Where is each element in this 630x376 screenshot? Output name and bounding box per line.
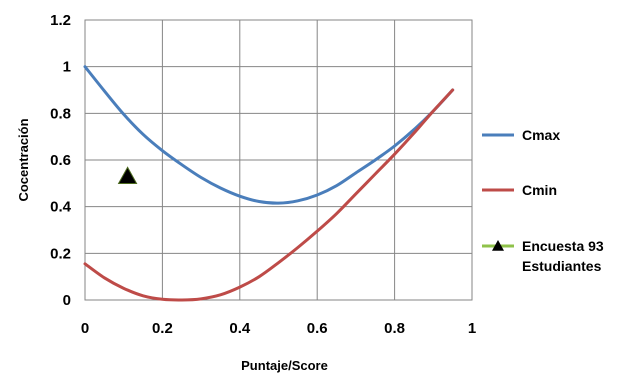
legend-marker xyxy=(492,240,504,251)
legend-label: Estudiantes xyxy=(522,258,602,274)
y-tick-label: 0 xyxy=(63,292,71,309)
legend-item-cmax: Cmax xyxy=(482,127,560,143)
x-tick-label: 1 xyxy=(468,320,476,337)
legend-label: Cmin xyxy=(522,182,557,198)
y-axis-label: Cocentración xyxy=(16,118,31,201)
y-tick-label: 1 xyxy=(63,59,71,76)
y-tick-label: 1.2 xyxy=(50,12,71,29)
x-tick-label: 0.8 xyxy=(384,320,405,337)
legend: Cmax Cmin Encuesta 93 Estudiantes xyxy=(482,127,604,274)
plot-area-border xyxy=(84,19,473,301)
legend-item-cmin: Cmin xyxy=(482,182,557,198)
legend-label: Cmax xyxy=(522,127,560,143)
data-point-encuesta-93-estudiantes xyxy=(117,166,138,185)
series-line-cmin xyxy=(83,88,455,302)
x-tick-label: 0.2 xyxy=(152,320,173,337)
y-tick-label: 0.2 xyxy=(50,245,71,262)
x-tick-label: 0.4 xyxy=(229,320,251,337)
x-axis-ticks: 0 0.2 0.4 0.6 0.8 1 xyxy=(81,320,476,337)
series-layer xyxy=(83,65,455,302)
y-tick-label: 0.6 xyxy=(50,152,71,169)
legend-label: Encuesta 93 xyxy=(522,238,604,254)
x-axis-label: Puntaje/Score xyxy=(241,358,328,373)
y-tick-label: 0.8 xyxy=(50,105,71,122)
legend-item-encuesta-93-estudiantes: Encuesta 93 Estudiantes xyxy=(482,238,604,274)
x-tick-label: 0.6 xyxy=(307,320,328,337)
x-tick-label: 0 xyxy=(81,320,89,337)
y-axis-ticks: 0 0.2 0.4 0.6 0.8 1 1.2 xyxy=(50,12,72,309)
series-line-cmax xyxy=(83,65,455,205)
y-tick-label: 0.4 xyxy=(50,199,72,216)
